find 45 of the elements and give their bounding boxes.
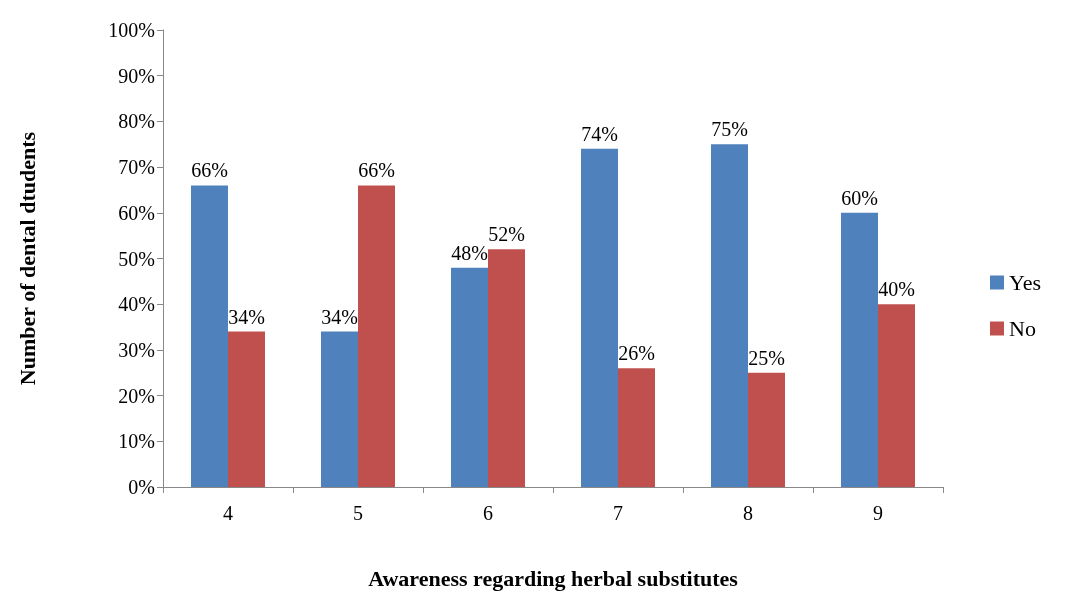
y-axis-title: Number of dental dtudents: [14, 131, 40, 386]
data-label: 52%: [488, 223, 525, 246]
data-label: 66%: [358, 159, 395, 182]
bar: [711, 144, 748, 487]
data-label: 26%: [618, 342, 655, 365]
x-tick-label: 8: [743, 502, 753, 524]
y-tick-label: 80%: [118, 110, 155, 133]
x-tick-label: 9: [873, 502, 883, 524]
x-tick-label: 7: [613, 502, 623, 524]
bar: [748, 372, 785, 487]
y-tick-label: 30%: [118, 338, 155, 361]
bar: [228, 331, 265, 487]
bar: [618, 368, 655, 487]
bar: [488, 249, 525, 487]
data-label: 74%: [581, 122, 618, 145]
y-tick-label: 20%: [118, 384, 155, 407]
x-tick-label: 5: [353, 502, 363, 524]
bar: [878, 304, 915, 487]
data-label: 34%: [228, 305, 265, 328]
y-tick-label: 10%: [118, 430, 155, 453]
x-tick-label: 6: [483, 502, 493, 524]
legend-label: No: [1008, 316, 1036, 341]
y-tick-label: 50%: [118, 247, 155, 270]
legend-label: Yes: [1008, 270, 1041, 295]
y-tick-label: 60%: [118, 201, 155, 224]
bar: [581, 148, 618, 487]
x-tick-label: 4: [223, 502, 233, 524]
data-label: 75%: [711, 118, 748, 141]
y-tick-label: 40%: [118, 293, 155, 316]
data-label: 48%: [451, 241, 488, 264]
data-label: 60%: [841, 186, 878, 209]
data-label: 40%: [878, 278, 915, 301]
bar: [191, 185, 228, 487]
bar: [358, 185, 395, 487]
bar: [321, 331, 358, 487]
y-tick-label: 70%: [118, 156, 155, 179]
data-label: 66%: [191, 159, 228, 182]
bar: [451, 267, 488, 487]
bar: [841, 212, 878, 487]
y-tick-label: 90%: [118, 64, 155, 87]
data-label: 25%: [748, 346, 785, 369]
y-tick-label: 100%: [108, 19, 155, 41]
data-label: 34%: [321, 305, 358, 328]
y-tick-label: 0%: [128, 476, 155, 498]
x-axis-title: Awareness regarding herbal substitutes: [368, 565, 739, 591]
